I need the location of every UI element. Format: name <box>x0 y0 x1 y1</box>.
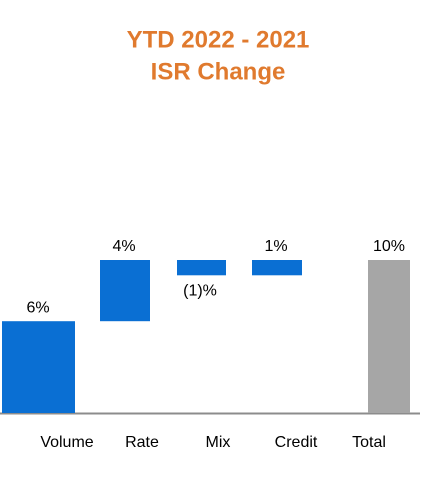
chart-title: ISR Change <box>151 58 286 85</box>
bar <box>252 260 302 276</box>
bar <box>368 260 410 413</box>
chart-title: YTD 2022 - 2021 <box>127 26 310 53</box>
x-tick-label: Total <box>352 434 386 451</box>
x-tick-label: Credit <box>275 434 318 451</box>
data-label: 10% <box>373 238 405 255</box>
data-label: 4% <box>112 238 135 255</box>
bar <box>100 260 150 322</box>
bar <box>2 321 75 413</box>
x-tick-label: Volume <box>40 434 93 451</box>
data-label: (1)% <box>183 283 217 300</box>
data-label: 1% <box>264 238 287 255</box>
x-tick-label: Mix <box>206 434 231 451</box>
data-label: 6% <box>26 299 49 316</box>
x-tick-label: Rate <box>125 434 159 451</box>
bar <box>177 260 226 276</box>
